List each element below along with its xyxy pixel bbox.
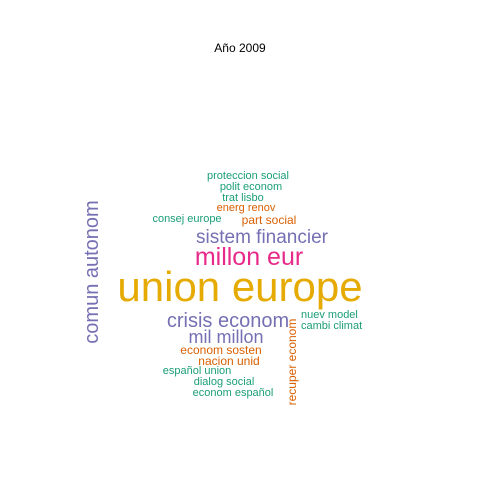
word-consej-europe: consej europe: [152, 213, 222, 225]
word-nuev-model: nuev model: [301, 309, 358, 321]
word-energ-renov: energ renov: [216, 202, 276, 214]
word-nacion-unid: nacion unid: [198, 354, 260, 368]
word-part-social: part social: [241, 213, 297, 227]
word-recuper-econom: recuper econom: [285, 318, 299, 406]
word-econom-espanol: econom español: [192, 387, 274, 399]
word-union-europe: union europe: [117, 263, 363, 310]
word-dialog-social: dialog social: [193, 376, 255, 388]
word-proteccion-social: proteccion social: [207, 170, 289, 182]
word-cambi-climat: cambi climat: [301, 320, 363, 332]
word-trat-lisbo: trat lisbo: [222, 192, 264, 204]
word-espanol-union: español union: [162, 365, 232, 377]
word-millon-eur: millon eur: [194, 243, 304, 271]
word-econom-sosten: econom sosten: [180, 343, 262, 357]
chart-title: Año 2009: [214, 41, 266, 55]
word-polit-econom: polit econom: [219, 181, 283, 193]
word-comun-autonom: comun autonom: [81, 200, 103, 344]
word-mil-millon: mil millon: [188, 327, 264, 347]
word-sistem-financier: sistem financier: [196, 227, 328, 248]
word-crisis-econom: crisis econom: [166, 310, 290, 332]
